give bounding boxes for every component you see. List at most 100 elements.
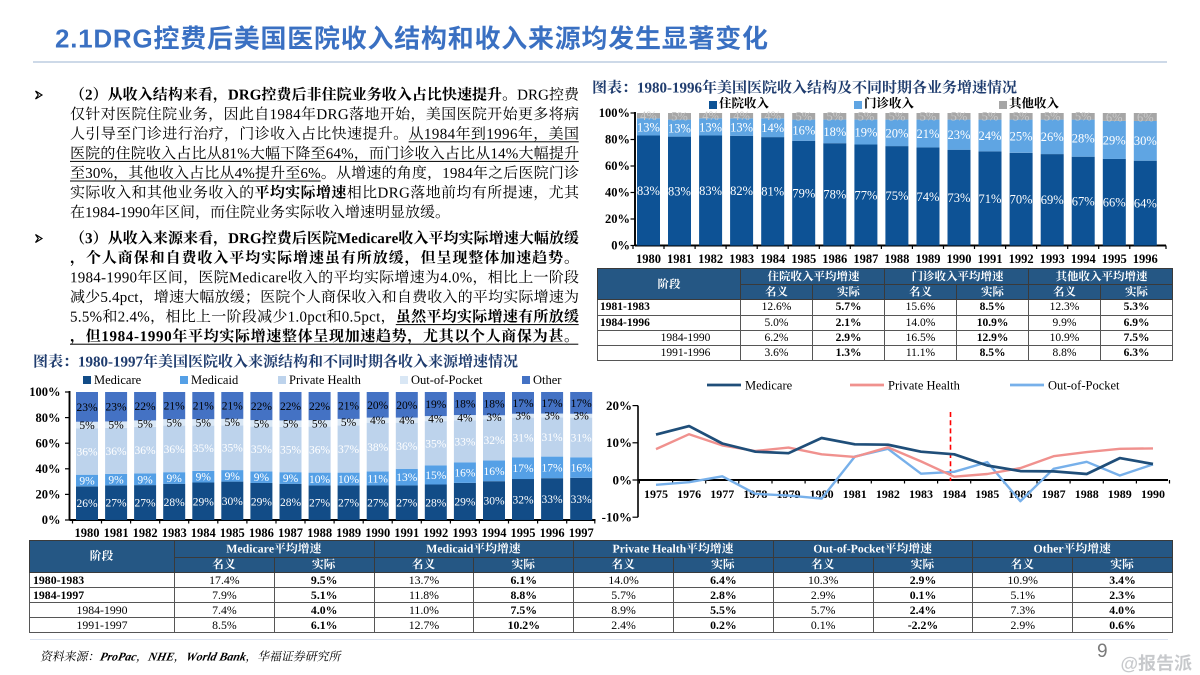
svg-text:9%: 9% (167, 473, 183, 485)
svg-text:1985: 1985 (791, 252, 816, 266)
svg-text:1982: 1982 (133, 526, 158, 540)
svg-text:18%: 18% (483, 399, 505, 411)
svg-text:16%: 16% (483, 466, 505, 478)
svg-text:40%: 40% (36, 462, 61, 476)
svg-text:30%: 30% (483, 496, 505, 508)
svg-text:29%: 29% (251, 496, 273, 508)
svg-text:100%: 100% (29, 385, 60, 399)
svg-text:9%: 9% (108, 475, 124, 487)
svg-text:1981: 1981 (843, 487, 867, 501)
svg-text:1991: 1991 (394, 526, 419, 540)
svg-text:20%: 20% (885, 126, 908, 140)
svg-text:1997: 1997 (569, 526, 594, 540)
svg-text:Medicare: Medicare (745, 379, 793, 393)
svg-text:1975: 1975 (644, 487, 668, 501)
svg-text:1995: 1995 (511, 526, 536, 540)
svg-text:1994: 1994 (482, 526, 508, 540)
svg-text:21%: 21% (193, 401, 215, 413)
svg-text:19%: 19% (425, 399, 447, 411)
svg-text:1996: 1996 (540, 526, 565, 540)
svg-text:19%: 19% (854, 125, 877, 139)
svg-text:33%: 33% (542, 494, 564, 506)
svg-text:13%: 13% (699, 120, 722, 134)
svg-text:27%: 27% (135, 498, 157, 510)
svg-text:22%: 22% (135, 401, 157, 413)
svg-text:4%: 4% (370, 415, 386, 427)
svg-text:23%: 23% (76, 402, 98, 414)
svg-text:1992: 1992 (1009, 252, 1034, 266)
svg-text:5%: 5% (196, 417, 212, 429)
svg-text:21%: 21% (164, 401, 186, 413)
svg-text:5%: 5% (982, 110, 999, 124)
svg-text:28%: 28% (280, 497, 302, 509)
svg-text:1984: 1984 (191, 526, 217, 540)
svg-text:-10%: -10% (602, 510, 632, 525)
svg-text:1984: 1984 (760, 252, 786, 266)
svg-text:22%: 22% (280, 401, 302, 413)
svg-text:14%: 14% (761, 121, 784, 135)
svg-text:1985: 1985 (220, 526, 245, 540)
svg-text:4%: 4% (702, 109, 719, 123)
svg-text:31%: 31% (512, 432, 534, 444)
svg-text:36%: 36% (164, 444, 186, 456)
svg-text:83%: 83% (637, 184, 660, 198)
svg-text:5%: 5% (1013, 110, 1030, 124)
svg-text:1989: 1989 (336, 526, 361, 540)
svg-text:16%: 16% (792, 124, 815, 138)
svg-text:77%: 77% (854, 188, 877, 202)
svg-text:1995: 1995 (1102, 252, 1127, 266)
svg-text:5%: 5% (951, 110, 968, 124)
svg-text:1988: 1988 (884, 252, 909, 266)
svg-text:21%: 21% (222, 400, 244, 412)
svg-text:18%: 18% (823, 125, 846, 139)
svg-text:Out-of-Pocket: Out-of-Pocket (1048, 379, 1120, 393)
svg-text:36%: 36% (396, 441, 418, 453)
svg-text:1992: 1992 (423, 526, 448, 540)
svg-text:5%: 5% (225, 417, 241, 429)
svg-text:1981: 1981 (104, 526, 129, 540)
svg-text:13%: 13% (668, 122, 691, 136)
svg-text:5%: 5% (795, 110, 812, 124)
svg-text:36%: 36% (309, 445, 331, 457)
svg-text:5%: 5% (283, 419, 299, 431)
svg-text:10%: 10% (309, 474, 331, 486)
svg-text:30%: 30% (1134, 134, 1157, 148)
svg-text:1985: 1985 (975, 487, 999, 501)
svg-text:4%: 4% (764, 109, 781, 123)
svg-text:33%: 33% (571, 494, 593, 506)
svg-text:31%: 31% (542, 432, 564, 444)
svg-text:Private Health: Private Health (888, 379, 961, 393)
svg-text:6%: 6% (1106, 110, 1123, 124)
svg-text:27%: 27% (396, 498, 418, 510)
svg-text:3%: 3% (574, 411, 590, 423)
svg-text:32%: 32% (483, 435, 505, 447)
svg-text:36%: 36% (135, 445, 157, 457)
svg-text:1993: 1993 (452, 526, 477, 540)
svg-text:1979: 1979 (777, 487, 801, 501)
svg-text:1989: 1989 (1108, 487, 1132, 501)
svg-text:74%: 74% (917, 190, 940, 204)
svg-text:28%: 28% (1072, 132, 1095, 146)
svg-text:80%: 80% (36, 411, 61, 425)
svg-text:17%: 17% (512, 398, 534, 410)
svg-text:5%: 5% (1075, 110, 1092, 124)
svg-text:16%: 16% (454, 468, 476, 480)
svg-text:26%: 26% (1041, 130, 1064, 144)
svg-text:17%: 17% (542, 398, 564, 410)
svg-text:1996: 1996 (1133, 252, 1158, 266)
svg-text:100%: 100% (599, 106, 630, 120)
svg-text:35%: 35% (251, 444, 273, 456)
svg-text:1989: 1989 (916, 252, 941, 266)
svg-text:22%: 22% (309, 401, 331, 413)
svg-text:13%: 13% (637, 120, 660, 134)
svg-text:82%: 82% (730, 184, 753, 198)
svg-text:1980: 1980 (75, 526, 100, 540)
svg-text:35%: 35% (280, 445, 302, 457)
svg-text:1982: 1982 (876, 487, 900, 501)
svg-text:1987: 1987 (1042, 487, 1066, 501)
svg-text:83%: 83% (668, 185, 691, 199)
svg-text:0%: 0% (611, 239, 630, 253)
svg-text:1983: 1983 (162, 526, 187, 540)
svg-text:10%: 10% (338, 474, 360, 486)
svg-text:1983: 1983 (729, 252, 754, 266)
